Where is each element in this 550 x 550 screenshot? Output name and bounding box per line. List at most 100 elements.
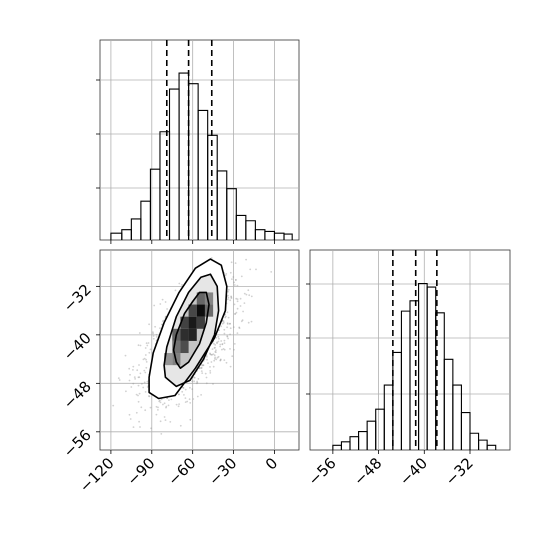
scatter-point	[181, 284, 183, 286]
scatter-point	[169, 421, 172, 423]
scatter-point	[229, 365, 232, 368]
scatter-point	[134, 378, 137, 380]
scatter-point	[213, 347, 216, 349]
scatter-point	[221, 348, 223, 351]
scatter-point	[135, 393, 138, 396]
scatter-point	[117, 377, 120, 380]
scatter-point	[238, 326, 241, 329]
scatter-point	[215, 351, 217, 353]
scatter-point	[202, 364, 205, 367]
scatter-point	[236, 300, 239, 303]
scatter-point	[214, 346, 216, 349]
scatter-point	[167, 404, 170, 407]
scatter-point	[143, 381, 146, 384]
scatter-point	[219, 359, 222, 362]
scatter-point	[236, 284, 239, 287]
scatter-point	[245, 293, 248, 296]
joint-contour-lines	[148, 258, 228, 400]
scatter-point	[155, 405, 158, 408]
scatter-point	[250, 320, 253, 323]
scatter-point	[225, 361, 228, 364]
scatter-point	[229, 333, 232, 336]
scatter-point	[200, 367, 203, 369]
scatter-point	[145, 366, 148, 369]
scatter-point	[118, 379, 121, 381]
density-cell	[196, 304, 205, 317]
scatter-point	[229, 322, 231, 325]
y-marginal-quantile-lines	[392, 250, 438, 450]
scatter-point	[202, 364, 205, 366]
scatter-point	[226, 323, 229, 325]
scatter-point	[230, 295, 233, 298]
scatter-point	[217, 340, 220, 343]
scatter-point	[193, 380, 196, 383]
density-cell	[164, 353, 173, 366]
scatter-point	[235, 279, 237, 281]
scatter-point	[214, 357, 216, 360]
scatter-point	[229, 322, 231, 325]
scatter-point	[147, 342, 150, 344]
contour-line-outer	[148, 258, 228, 400]
scatter-point	[209, 366, 211, 368]
scatter-point	[221, 322, 224, 325]
scatter-point	[217, 335, 220, 338]
scatter-point	[224, 316, 227, 319]
scatter-point	[239, 305, 242, 307]
scatter-point	[223, 332, 226, 335]
scatter-point	[211, 348, 214, 350]
scatter-point	[142, 358, 145, 361]
scatter-point	[245, 258, 248, 261]
scatter-point	[214, 344, 217, 346]
scatter-point	[200, 366, 203, 369]
scatter-point	[192, 376, 195, 379]
scatter-point	[146, 344, 149, 347]
scatter-point	[212, 365, 215, 368]
scatter-point	[219, 359, 222, 361]
scatter-point	[209, 372, 212, 374]
scatter-point	[247, 321, 250, 324]
scatter-point	[189, 386, 191, 389]
scatter-point	[233, 281, 236, 284]
scatter-point	[223, 348, 226, 351]
x-marginal-quantile-lines	[165, 40, 213, 240]
x-marginal-y-ticks	[96, 79, 100, 189]
scatter-point	[161, 320, 164, 323]
scatter-point	[216, 356, 219, 359]
scatter-point	[225, 315, 227, 318]
density-cell	[204, 292, 214, 305]
scatter-point	[231, 278, 233, 280]
scatter-point	[198, 367, 201, 370]
scatter-point	[124, 354, 127, 357]
scatter-point	[157, 409, 159, 411]
scatter-point	[184, 388, 187, 391]
scatter-point	[155, 333, 158, 336]
scatter-point	[221, 343, 224, 346]
scatter-point	[128, 379, 131, 382]
scatter-point	[238, 327, 241, 329]
scatter-point	[196, 395, 199, 398]
scatter-point	[152, 337, 155, 340]
scatter-point	[223, 342, 226, 344]
scatter-point	[143, 357, 146, 360]
scatter-point	[146, 386, 149, 388]
scatter-point	[213, 359, 216, 362]
scatter-point	[155, 336, 158, 338]
scatter-point	[149, 406, 152, 409]
scatter-point	[218, 337, 220, 340]
scatter-point	[227, 288, 230, 291]
scatter-point	[182, 387, 185, 389]
scatter-point	[209, 370, 212, 372]
density-cell	[180, 328, 189, 341]
scatter-point	[226, 298, 229, 301]
scatter-point	[243, 302, 246, 304]
scatter-point	[255, 268, 257, 271]
density-cell	[196, 292, 205, 305]
scatter-point	[233, 303, 236, 306]
scatter-point	[229, 327, 232, 330]
scatter-point	[163, 402, 166, 405]
scatter-point	[211, 353, 214, 356]
scatter-point	[248, 294, 251, 297]
scatter-point	[149, 348, 152, 351]
scatter-point	[206, 358, 208, 361]
scatter-point	[204, 372, 207, 375]
